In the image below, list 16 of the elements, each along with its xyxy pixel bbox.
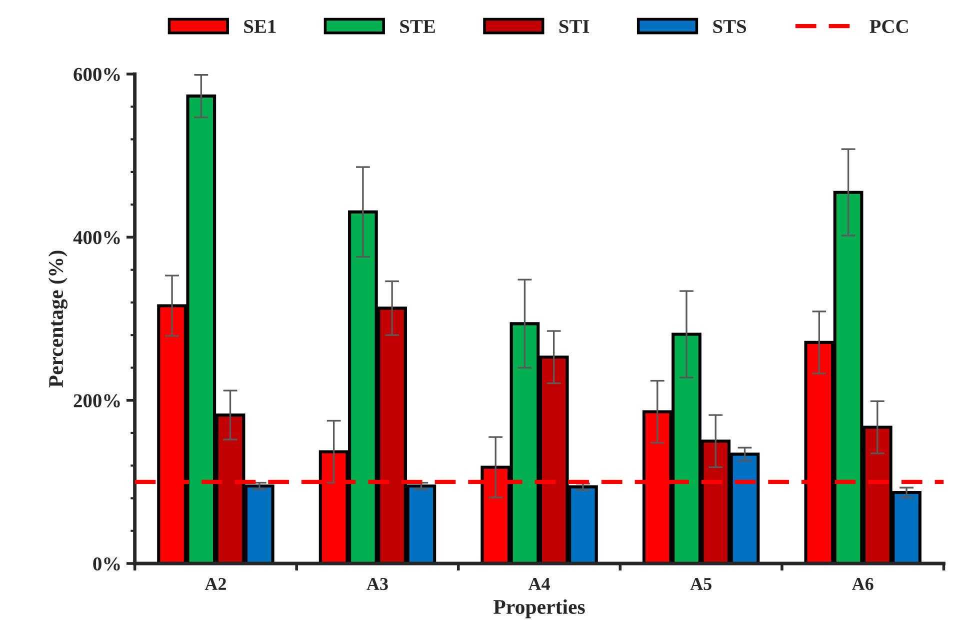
x-tick-label: A6 bbox=[852, 578, 874, 590]
legend-label: SE1 bbox=[244, 20, 276, 34]
legend-label: STS bbox=[713, 20, 746, 34]
x-tick-label: A4 bbox=[528, 578, 550, 590]
x-tick-label: A3 bbox=[366, 578, 388, 590]
y-tick-label: 600% bbox=[74, 68, 120, 82]
y-tick-label: 400% bbox=[73, 231, 120, 244]
x-tick-label: A5 bbox=[690, 578, 712, 590]
y-axis-title: Percentage (%) bbox=[48, 250, 68, 388]
legend-label: STI bbox=[559, 20, 590, 34]
x-tick-label: A2 bbox=[204, 578, 226, 590]
y-tick-label: 200% bbox=[74, 394, 120, 408]
legend-label: STE bbox=[400, 20, 435, 34]
legend-label: PCC bbox=[870, 20, 908, 34]
y-tick-label: 0% bbox=[93, 557, 120, 570]
x-axis-title: Properties bbox=[494, 599, 585, 618]
